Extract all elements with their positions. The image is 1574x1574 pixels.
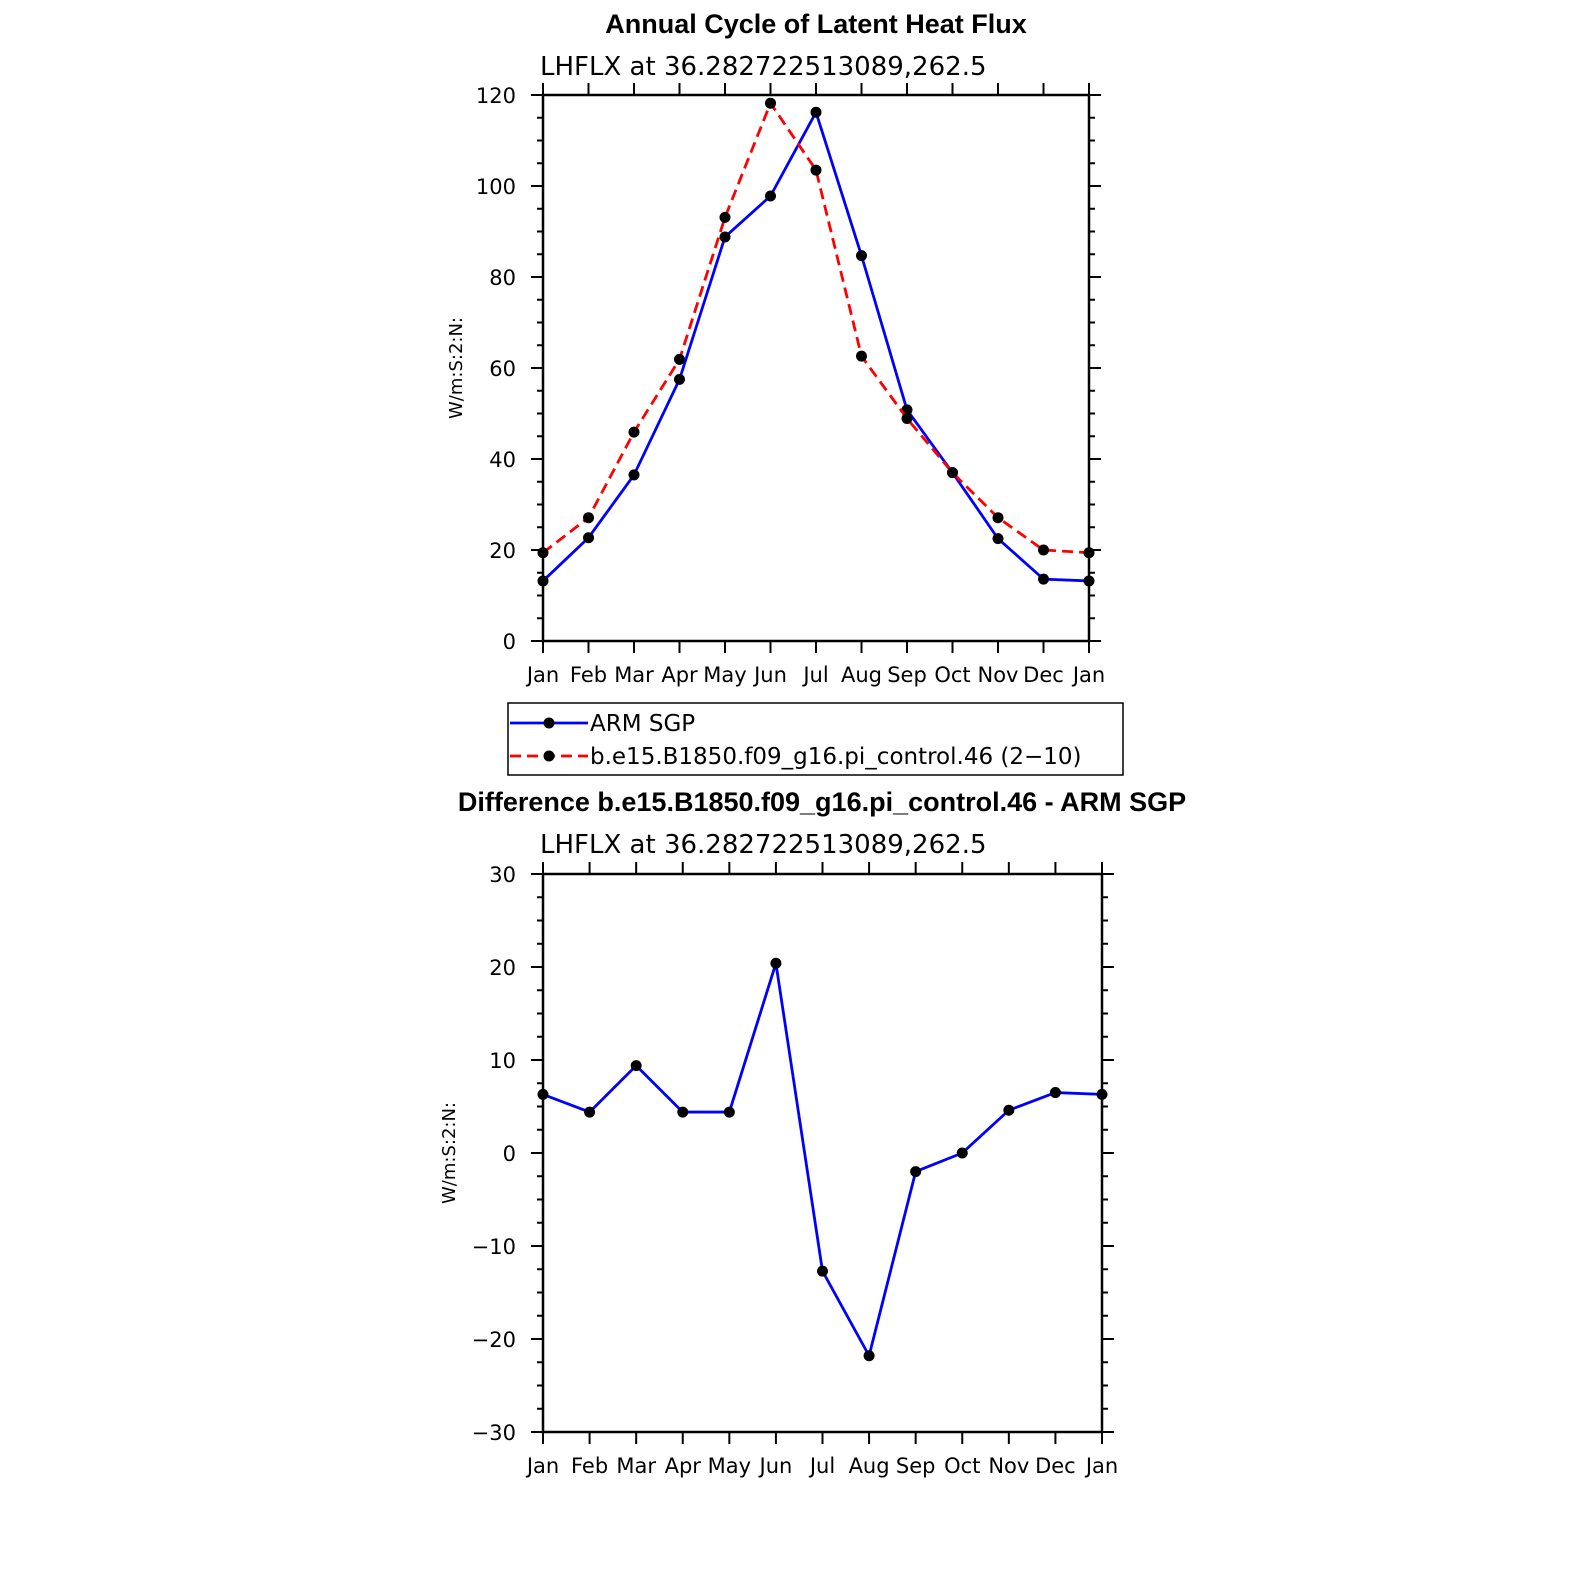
chart-panel-1: Annual Cycle of Latent Heat Flux LHFLX at… <box>446 9 1124 776</box>
data-point <box>947 467 958 479</box>
x-tick-label: Nov <box>988 1454 1029 1478</box>
x-tick-label: Apr <box>661 663 698 687</box>
x-tick-label: Jul <box>808 1454 835 1478</box>
data-point <box>901 413 913 425</box>
legend-marker <box>543 750 555 762</box>
data-point <box>956 1147 968 1159</box>
x-tick-label: May <box>708 1454 751 1478</box>
x-tick-label: Jun <box>752 663 787 687</box>
x-tick-label: Oct <box>934 663 970 687</box>
x-tick-label: Jan <box>1084 1454 1118 1478</box>
y-tick-label: 0 <box>503 1142 516 1166</box>
x-tick-label: Jan <box>525 663 559 687</box>
series-line-1 <box>542 110 1090 583</box>
legend: ARM SGP b.e15.B1850.f09_g16.pi_control.46… <box>507 702 1124 776</box>
data-point <box>583 532 594 544</box>
data-point <box>810 164 822 176</box>
data-point <box>1038 573 1049 585</box>
y-tick-label: −30 <box>472 1421 516 1445</box>
y-tick-label: 20 <box>489 539 516 563</box>
y-tick-label: 40 <box>489 448 516 472</box>
x-tick-label: Jan <box>525 1454 559 1478</box>
y-tick-label: 60 <box>489 357 516 381</box>
legend-label-1: ARM SGP <box>590 711 695 737</box>
x-tick-label: Dec <box>1023 663 1064 687</box>
data-point <box>992 512 1004 524</box>
chart-panel-2: Difference b.e15.B1850.f09_g16.pi_contro… <box>439 787 1186 1478</box>
plot-frame <box>541 93 1091 643</box>
x-tick-label: Sep <box>887 663 927 687</box>
chart-subtitle: LHFLX at 36.282722513089,262.5 <box>540 830 987 860</box>
data-point <box>765 97 776 109</box>
data-point <box>677 1106 689 1118</box>
data-point <box>628 469 640 481</box>
data-point <box>584 1106 596 1118</box>
data-point <box>583 512 594 524</box>
x-tick-label: Apr <box>665 1454 702 1478</box>
x-tick-label: Feb <box>571 1454 608 1478</box>
data-point <box>856 350 867 362</box>
data-point <box>719 211 731 223</box>
data-point <box>1003 1104 1015 1116</box>
chart-title: Difference b.e15.B1850.f09_g16.pi_contro… <box>458 787 1186 817</box>
data-point <box>630 1060 642 1072</box>
data-point <box>765 190 776 202</box>
data-point <box>1049 1087 1061 1099</box>
series-line-1 <box>542 961 1103 1358</box>
data-point <box>537 1088 549 1100</box>
x-tick-label: Aug <box>849 1454 890 1478</box>
y-tick-label: 120 <box>476 84 516 108</box>
legend-box <box>507 702 1124 776</box>
data-point <box>1038 544 1049 556</box>
data-point <box>719 231 731 243</box>
data-point <box>674 353 685 365</box>
data-point <box>992 533 1004 545</box>
data-point <box>856 250 867 262</box>
data-point <box>810 106 822 118</box>
x-tick-label: Jan <box>1071 663 1105 687</box>
y-tick-label: 0 <box>503 630 516 654</box>
legend-label-2: b.e15.B1850.f09_g16.pi_control.46 (2−10) <box>590 744 1082 770</box>
data-point <box>770 957 782 969</box>
x-tick-label: Aug <box>841 663 882 687</box>
legend-marker <box>543 717 555 729</box>
data-point <box>817 1265 828 1277</box>
x-tick-label: Nov <box>978 663 1019 687</box>
chart-subtitle: LHFLX at 36.282722513089,262.5 <box>540 52 987 82</box>
x-tick-label: Feb <box>570 663 607 687</box>
data-point <box>537 575 549 587</box>
data-point <box>1096 1088 1108 1100</box>
x-tick-label: Jun <box>758 1454 793 1478</box>
x-tick-label: Dec <box>1035 1454 1076 1478</box>
x-tick-label: Sep <box>896 1454 936 1478</box>
data-point <box>863 1350 875 1362</box>
x-tick-label: Jul <box>801 663 828 687</box>
chart-title: Annual Cycle of Latent Heat Flux <box>605 9 1027 39</box>
x-tick-label: Mar <box>616 1454 656 1478</box>
x-tick-label: May <box>703 663 746 687</box>
y-tick-label: −20 <box>472 1328 516 1352</box>
y-tick-label: 20 <box>489 956 516 980</box>
y-tick-label: −10 <box>472 1235 516 1259</box>
y-tick-label: 100 <box>476 175 516 199</box>
x-tick-label: Oct <box>944 1454 980 1478</box>
data-point <box>674 373 685 385</box>
y-tick-label: 10 <box>489 1049 516 1073</box>
data-point <box>723 1106 735 1118</box>
data-point <box>537 547 549 559</box>
data-point <box>1083 575 1095 587</box>
data-point <box>910 1166 922 1178</box>
data-point <box>1083 547 1095 559</box>
plot-frame <box>541 872 1104 1434</box>
y-axis-label: W/m:S:2:N: <box>446 317 467 419</box>
x-tick-label: Mar <box>614 663 654 687</box>
y-axis-label: W/m:S:2:N: <box>439 1102 460 1204</box>
y-tick-label: 80 <box>489 266 516 290</box>
data-point <box>628 426 640 438</box>
y-tick-label: 30 <box>489 863 516 887</box>
